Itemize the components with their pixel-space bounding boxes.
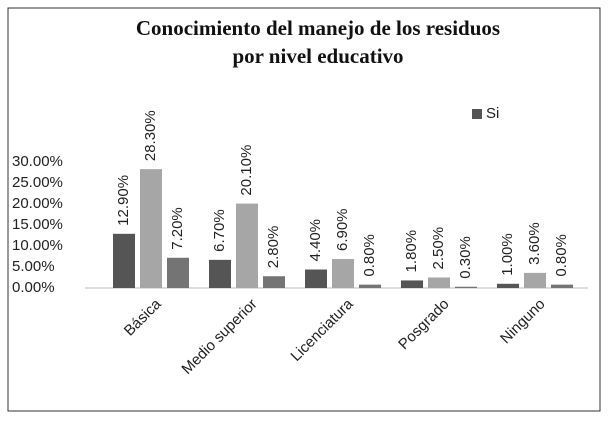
value-label: 1.00% [499,233,516,276]
chart-title: por nivel educativo [232,44,403,68]
legend-label: Si [486,105,499,122]
bar [263,276,285,288]
value-label: 2.80% [265,226,282,269]
value-label: 4.40% [307,219,324,262]
y-tick-label: 15.00% [12,216,63,233]
value-label: 0.80% [361,234,378,277]
bar [455,286,477,288]
chart-border [7,7,601,412]
bar [140,169,162,288]
value-label: 6.90% [334,208,351,251]
value-label: 6.70% [211,209,228,252]
value-label: 0.80% [553,234,570,277]
bar [524,272,546,288]
bar [497,283,519,288]
value-label: 20.10% [238,145,255,196]
bar [332,259,354,288]
bar [401,280,423,288]
y-tick-label: 10.00% [12,237,63,254]
bar [551,284,573,288]
bar [167,257,189,288]
bar [113,233,135,288]
bar [236,203,258,288]
value-label: 0.30% [457,236,474,279]
value-label: 2.50% [430,227,447,270]
y-tick-label: 30.00% [12,153,63,170]
bar [359,284,381,288]
value-label: 28.30% [142,110,159,161]
value-label: 7.20% [169,207,186,250]
bar [305,269,327,288]
bar [428,277,450,288]
bar [209,259,231,288]
y-tick-label: 20.00% [12,195,63,212]
legend-swatch [472,109,482,119]
y-tick-label: 25.00% [12,174,63,191]
value-label: 3.60% [526,222,543,265]
y-tick-label: 5.00% [12,258,55,275]
y-tick-label: 0.00% [12,279,55,296]
value-label: 12.90% [115,175,132,226]
chart-title: Conocimiento del manejo de los residuos [136,16,500,40]
value-label: 1.80% [403,230,420,273]
